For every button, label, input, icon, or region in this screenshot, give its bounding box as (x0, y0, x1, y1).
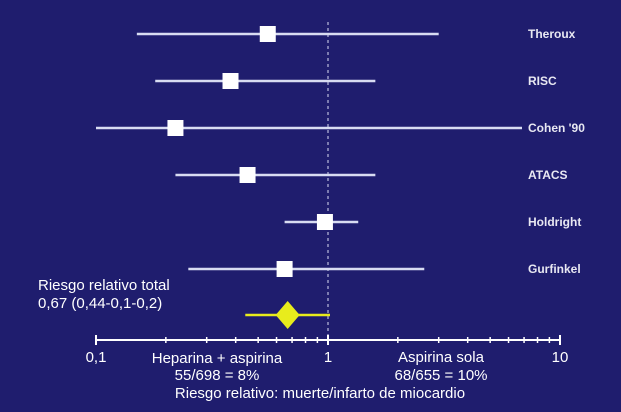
point-estimate-3 (239, 167, 256, 183)
right-caption-title: Aspirina sola (398, 349, 485, 366)
pooled-diamond (275, 301, 300, 329)
study-label-3: ATACS (528, 168, 568, 182)
study-label-0: Theroux (528, 27, 576, 41)
study-label-5: Gurfinkel (528, 262, 581, 276)
x-axis-label: Riesgo relativo: muerte/infarto de mioca… (175, 385, 465, 402)
right-caption-value: 68/655 = 10% (395, 367, 488, 384)
point-estimate-1 (222, 73, 239, 89)
left-caption-title: Heparina + aspirina (152, 350, 283, 367)
study-label-1: RISC (528, 74, 557, 88)
point-estimate-4 (316, 214, 333, 230)
x-tick-label-1: 1 (324, 349, 332, 366)
study-label-2: Cohen '90 (528, 121, 585, 135)
point-estimate-2 (167, 120, 184, 136)
x-tick-label-0: 0,1 (86, 349, 107, 366)
study-label-4: Holdright (528, 215, 581, 229)
pooled-label-title: Riesgo relativo total (38, 277, 170, 294)
point-estimate-0 (259, 26, 276, 42)
point-estimate-5 (276, 261, 293, 277)
pooled-label-value: 0,67 (0,44-0,1-0,2) (38, 295, 162, 312)
x-tick-label-2: 10 (552, 349, 569, 366)
left-caption-value: 55/698 = 8% (175, 367, 260, 384)
